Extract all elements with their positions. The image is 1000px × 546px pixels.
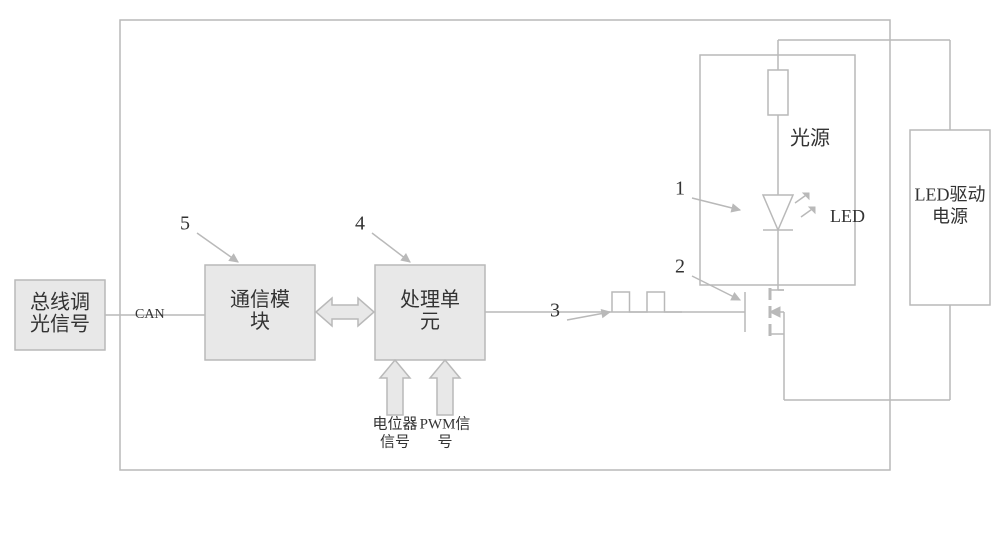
resistor-symbol bbox=[768, 70, 788, 115]
potentiometer-signal-label: 信号 bbox=[380, 433, 410, 450]
annotation-5-number: 5 bbox=[180, 213, 190, 235]
annotation-1-number: 1 bbox=[675, 178, 685, 200]
annotation-5-arrowhead bbox=[229, 254, 238, 262]
pulse-waveform-icon bbox=[612, 292, 682, 312]
pwm-signal-label: PWM信 bbox=[420, 415, 471, 432]
potentiometer-signal-label: 电位器 bbox=[372, 415, 417, 432]
comm-module-label: 块 bbox=[250, 310, 270, 333]
light-source-label: 光源 bbox=[790, 127, 830, 150]
pwm-signal-arrow bbox=[430, 360, 460, 415]
led-driver-label: LED驱动 bbox=[915, 185, 986, 205]
annotation-1-arrowhead bbox=[731, 204, 740, 212]
annotation-4-arrowhead bbox=[401, 254, 410, 262]
annotation-3-arrowhead bbox=[601, 310, 610, 318]
bidirectional-arrow bbox=[316, 298, 374, 326]
processing-unit-label: 元 bbox=[420, 311, 440, 333]
led-text-label: LED bbox=[830, 206, 865, 226]
bus-signal-label: 光信号 bbox=[30, 313, 90, 336]
bus-signal-label: 总线调 bbox=[30, 291, 90, 314]
outer-frame bbox=[120, 20, 890, 470]
annotation-2-number: 2 bbox=[675, 256, 685, 278]
processing-unit-label: 处理单 bbox=[400, 288, 460, 311]
led-driver-label: 电源 bbox=[932, 207, 968, 227]
annotation-2-arrowhead bbox=[731, 293, 740, 300]
annotation-3-number: 3 bbox=[550, 300, 560, 322]
pwm-signal-label: 号 bbox=[437, 434, 452, 450]
potentiometer-signal-arrow bbox=[380, 360, 410, 415]
can-label: CAN bbox=[135, 307, 165, 322]
annotation-4-number: 4 bbox=[355, 213, 365, 235]
comm-module-label: 通信模 bbox=[230, 288, 290, 311]
led-triangle bbox=[763, 195, 793, 230]
